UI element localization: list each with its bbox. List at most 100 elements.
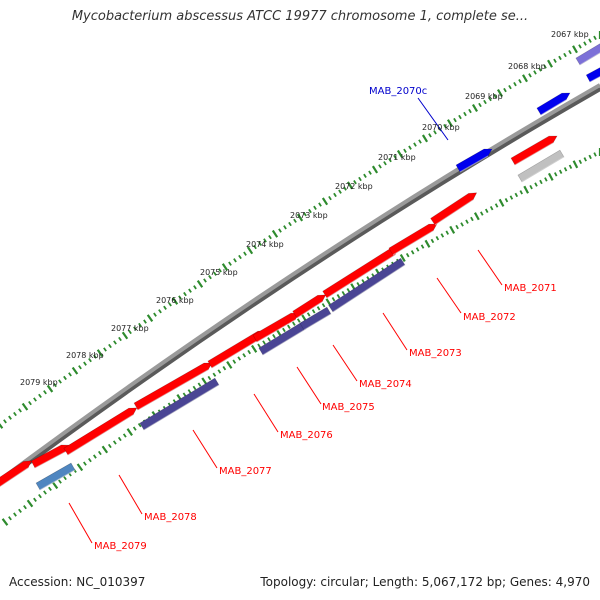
gene-label[interactable]: MAB_2078 (144, 512, 197, 523)
inner-tick (33, 497, 37, 502)
outer-tick (353, 179, 357, 185)
gene-label[interactable]: MAB_2079 (94, 541, 147, 552)
outer-tick (418, 139, 422, 144)
scale-label: 2071 kbp (378, 153, 416, 162)
gene-feature[interactable] (430, 192, 478, 226)
gene-label[interactable]: MAB_2072 (463, 312, 516, 323)
outer-tick (393, 154, 397, 160)
scale-label: 2076 kbp (156, 296, 194, 305)
outer-tick (321, 197, 329, 206)
outer-tick (318, 202, 322, 207)
gene-label[interactable]: MAB_2077 (219, 466, 272, 477)
outer-tick (308, 208, 312, 214)
outer-tick (358, 176, 362, 182)
scale-label: 2073 kbp (290, 211, 328, 220)
outer-tick (363, 173, 367, 179)
gene-feature[interactable] (30, 444, 70, 469)
gene-feature[interactable] (328, 257, 406, 313)
inner-tick (563, 167, 568, 172)
gene-label[interactable]: MAB_2073 (409, 348, 462, 359)
gene-feature[interactable] (0, 460, 33, 488)
outer-tick (203, 278, 207, 283)
gene-highlight (67, 414, 134, 456)
inner-tick (122, 433, 127, 438)
inner-tick (306, 312, 311, 317)
outer-tick (483, 99, 487, 105)
scale-label: 2069 kbp (465, 92, 503, 101)
outer-tick (128, 329, 132, 335)
inner-tick (267, 337, 271, 342)
gene-feature[interactable] (133, 362, 213, 411)
outer-tick (428, 133, 432, 138)
outer-tick (138, 322, 142, 328)
outer-tick (143, 319, 147, 324)
gene-feature[interactable] (35, 462, 76, 491)
outer-tick (213, 271, 217, 276)
inner-tick (494, 203, 499, 208)
outer-tick (493, 93, 497, 99)
outer-tick (471, 104, 479, 112)
outer-tick (188, 288, 192, 293)
gene-feature[interactable] (510, 135, 558, 166)
gene-label[interactable]: MAB_2075 (322, 402, 375, 413)
outer-tick (446, 119, 454, 128)
gene-feature[interactable] (139, 377, 220, 431)
outer-tick (253, 244, 257, 250)
outer-tick (238, 254, 242, 260)
gene-highlight (39, 469, 76, 491)
inner-tick (449, 225, 456, 234)
gene-label[interactable]: MAB_2074 (359, 379, 412, 390)
inner-tick (237, 356, 242, 361)
inner-tick (356, 282, 361, 287)
outer-tick (388, 157, 392, 163)
outer-tick (193, 285, 197, 290)
outer-tick (18, 408, 22, 413)
outer-tick (453, 117, 457, 123)
label-leader (382, 312, 408, 351)
inner-tick (112, 440, 117, 445)
outer-tick (228, 261, 232, 266)
gene-feature[interactable] (455, 148, 493, 173)
gene-feature[interactable] (575, 43, 600, 66)
outer-tick (543, 64, 547, 69)
inner-tick (300, 313, 307, 322)
outer-tick-ring (0, 31, 600, 429)
gene-label[interactable]: MAB_2076 (280, 430, 333, 441)
outer-tick (538, 67, 542, 72)
gene-feature[interactable] (536, 92, 571, 116)
gene-highlight (514, 142, 554, 166)
outer-tick (458, 114, 462, 120)
gene-feature[interactable] (585, 67, 600, 83)
scale-label: 2079 kbp (20, 378, 58, 387)
outer-tick (303, 212, 307, 217)
scale-label: 2072 kbp (335, 182, 373, 191)
gene-feature[interactable] (63, 407, 138, 456)
gene-feature[interactable] (292, 294, 327, 319)
map-title: Mycobacterium abscessus ATCC 19977 chrom… (71, 9, 529, 24)
outer-tick (171, 296, 179, 305)
inner-tick (51, 481, 59, 490)
inner-tick (287, 324, 291, 329)
outer-tick (558, 55, 562, 61)
inner-tick (455, 224, 459, 230)
inner-tick (514, 192, 519, 198)
inner-tick-ring (1, 148, 600, 526)
gene-label[interactable]: MAB_2070c (369, 86, 427, 97)
outer-tick (503, 87, 507, 93)
gene-label[interactable]: MAB_2071 (504, 283, 557, 294)
outer-tick (283, 225, 287, 230)
gene-feature[interactable] (299, 306, 332, 331)
accession-text: Accession: NC_010397 (9, 575, 146, 589)
outer-tick (263, 238, 267, 243)
inner-tick (336, 294, 341, 299)
inner-tick (296, 318, 301, 323)
label-leader (192, 429, 218, 469)
outer-tick (296, 213, 304, 222)
outer-tick (38, 393, 42, 399)
scale-label: 2067 kbp (551, 30, 589, 39)
outer-tick (578, 44, 582, 49)
inner-tick (465, 219, 469, 224)
gene-feature[interactable] (388, 223, 438, 256)
gene-feature[interactable] (517, 149, 565, 183)
